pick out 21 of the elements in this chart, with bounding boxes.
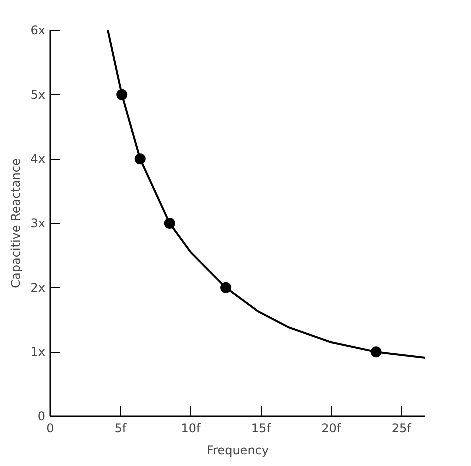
x-axis-title: Frequency <box>207 444 270 458</box>
y-tick-label: 2x <box>30 280 46 295</box>
y-tick-label: 3x <box>30 216 46 230</box>
line-series <box>107 30 426 359</box>
point <box>370 346 382 358</box>
x-tick-label: 0 <box>46 422 54 436</box>
x-tick-label: 10f <box>181 422 202 436</box>
y-axis-title: Capacitive Reactance <box>8 158 23 288</box>
x-tick-label: 5f <box>114 422 128 436</box>
x-tick-label: 15f <box>251 422 272 436</box>
x-tick-label: 20f <box>322 422 342 436</box>
point <box>116 89 128 100</box>
y-tick-label: 1x <box>30 345 46 360</box>
point <box>220 282 232 294</box>
y-tick-label: 4x <box>30 152 46 166</box>
point <box>134 154 146 165</box>
y-tick-label: 6x <box>30 24 46 38</box>
point <box>164 218 176 229</box>
x-tick-label: 25f <box>392 422 412 436</box>
y-tick-label: 5x <box>30 88 46 102</box>
y-tick-label: 0 <box>38 410 46 424</box>
